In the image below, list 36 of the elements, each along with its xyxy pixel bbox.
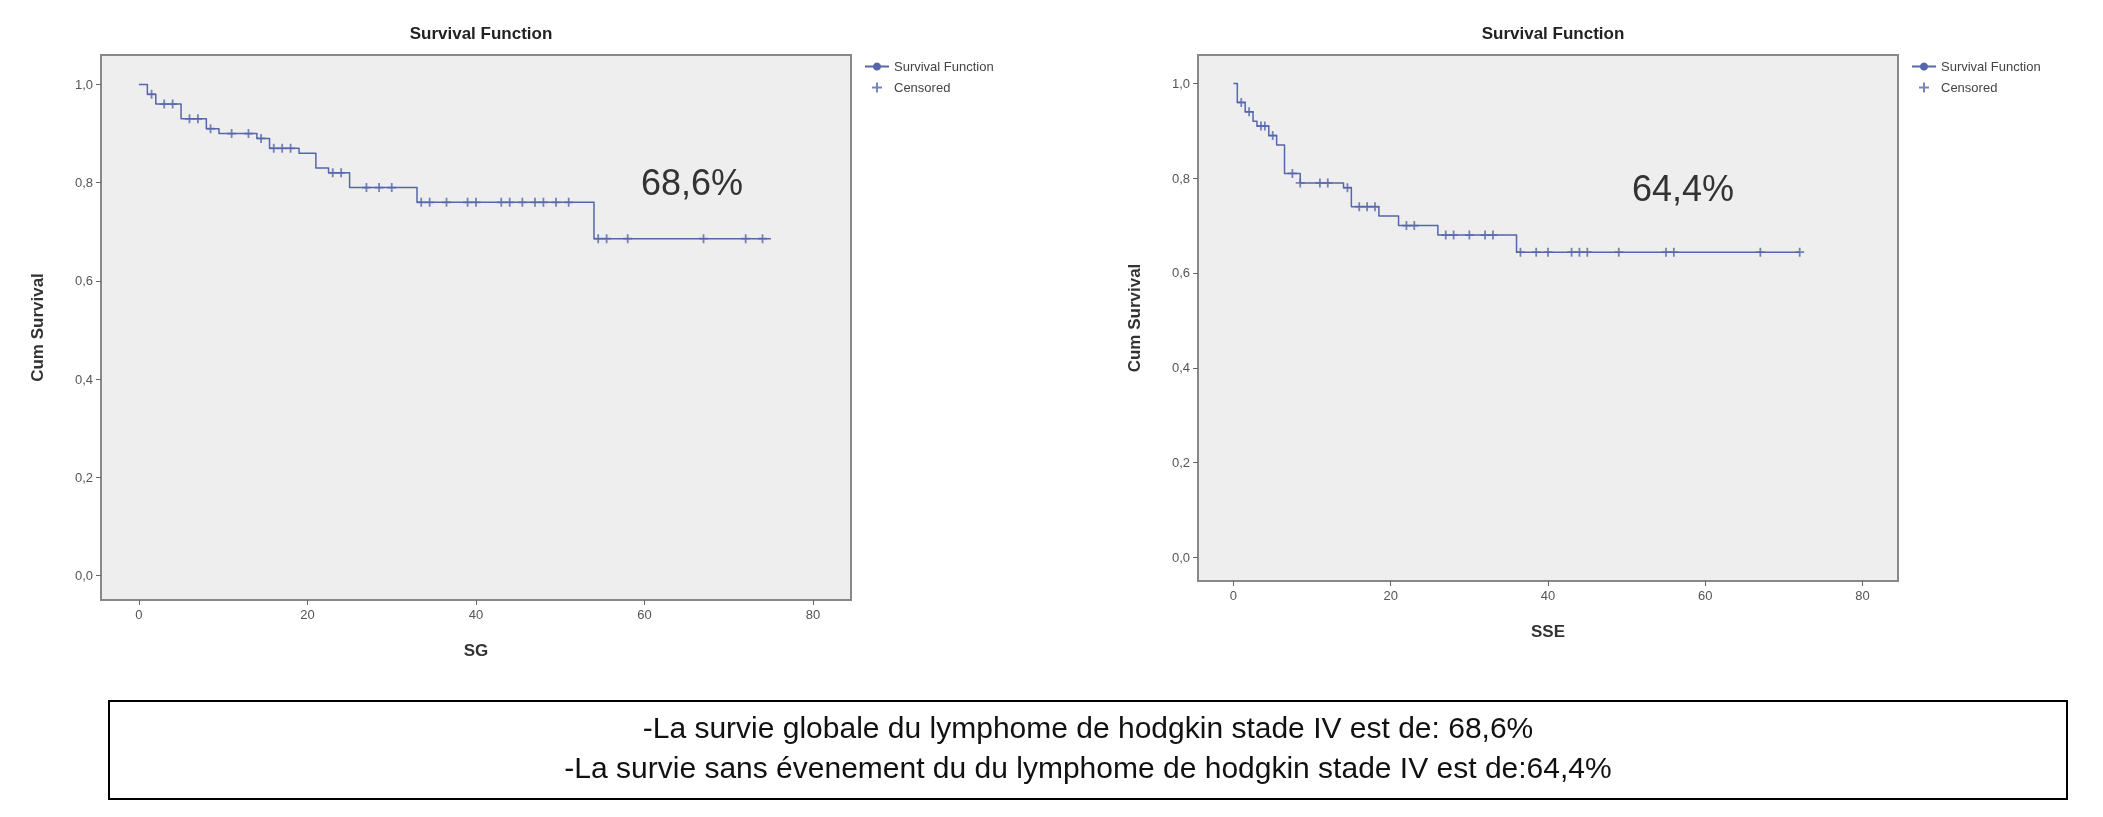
y-tick-label: 1,0: [74, 76, 93, 92]
annotation: 64,4%: [1632, 168, 1735, 210]
y-tick-label: 0,8: [74, 175, 93, 191]
x-tick-label: 80: [805, 607, 821, 622]
chart-title: Survival Function: [1481, 24, 1625, 43]
legend-label: Censored: [894, 80, 951, 95]
x-axis-title: SG: [463, 641, 489, 660]
y-tick-label: 0,6: [1171, 265, 1190, 281]
y-tick-label: 0,4: [1171, 360, 1190, 376]
y-tick-label: 0,0: [74, 567, 93, 583]
y-axis-title: Cum Survival: [28, 273, 47, 382]
x-tick-label: 40: [468, 607, 484, 622]
chart-title: Survival Function: [409, 24, 553, 43]
y-tick-label: 1,0: [1171, 75, 1190, 91]
x-tick-label: 80: [1855, 588, 1870, 603]
y-tick-label: 0,6: [74, 273, 93, 289]
legend-label: Survival Function: [1941, 59, 2041, 74]
y-tick-label: 0,2: [1171, 455, 1190, 471]
text: -La survie sans évenement du du lymphome de hodgkin stade IV est de:64,4%: [563, 750, 1613, 786]
x-tick-label: 60: [1698, 588, 1713, 603]
y-tick-label: 0,4: [74, 371, 93, 387]
legend-label: Survival Function: [894, 59, 994, 74]
annotation: 68,6%: [641, 161, 744, 203]
x-tick-label: 20: [1383, 588, 1398, 603]
x-tick-label: 0: [1229, 588, 1238, 603]
x-tick-label: 0: [135, 607, 143, 622]
x-tick-label: 20: [300, 607, 315, 622]
text: -La survie globale du lymphome de hodgkin stade IV est de: 68,6%: [641, 710, 1535, 746]
y-tick-label: 0,8: [1171, 170, 1190, 186]
x-tick-label: 60: [637, 607, 652, 622]
legend-label: Censored: [1941, 80, 1998, 95]
y-tick-label: 0,0: [1171, 549, 1190, 565]
y-tick-label: 0,2: [74, 469, 93, 485]
y-axis-title: Cum Survival: [1125, 263, 1144, 373]
x-tick-label: 40: [1540, 588, 1556, 603]
x-axis-title: SSE: [1530, 622, 1566, 641]
